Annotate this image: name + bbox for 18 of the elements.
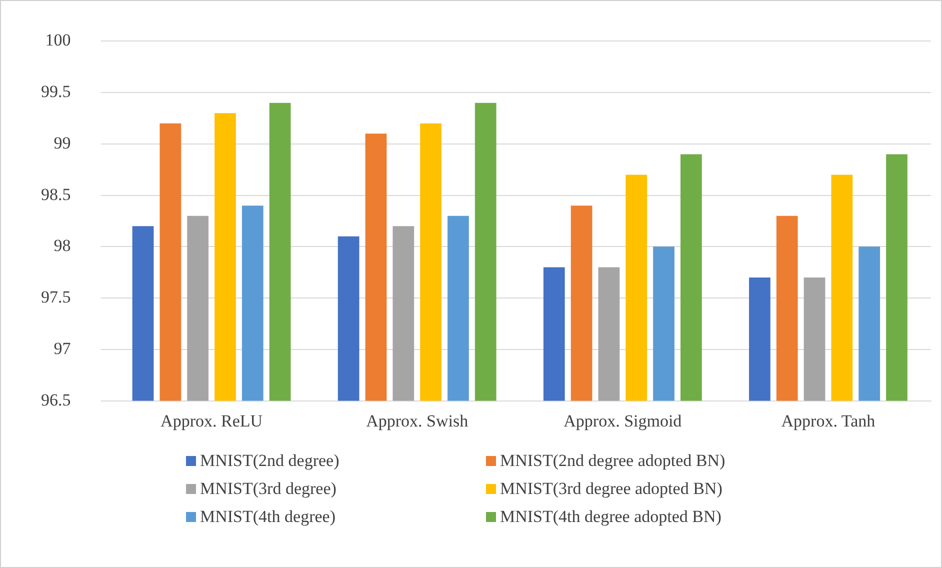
y-tick-label: 96.5	[41, 390, 71, 410]
legend-label: MNIST(4th degree)	[200, 507, 336, 527]
y-tick-label: 97	[54, 338, 72, 358]
legend-label: MNIST(4th degree adopted BN)	[500, 507, 722, 527]
legend-label: MNIST(2nd degree)	[200, 451, 340, 471]
y-tick-label: 99.5	[41, 82, 71, 102]
x-tick-label: Approx. Sigmoid	[564, 411, 682, 430]
legend-label: MNIST(3rd degree)	[200, 479, 336, 499]
y-tick-label: 98	[54, 236, 71, 256]
x-tick-label: Approx. ReLU	[160, 411, 263, 430]
legend-label: MNIST(2nd degree adopted BN)	[500, 451, 726, 471]
x-tick-label: Approx. Swish	[366, 411, 469, 430]
x-tick-label: Approx. Tanh	[781, 411, 876, 430]
y-tick-label: 98.5	[41, 184, 71, 204]
y-tick-label: 99	[54, 133, 71, 152]
y-tick-label: 100	[45, 30, 71, 50]
y-tick-label: 97.5	[41, 288, 71, 307]
legend-label: MNIST(3rd degree adopted BN)	[500, 479, 722, 499]
